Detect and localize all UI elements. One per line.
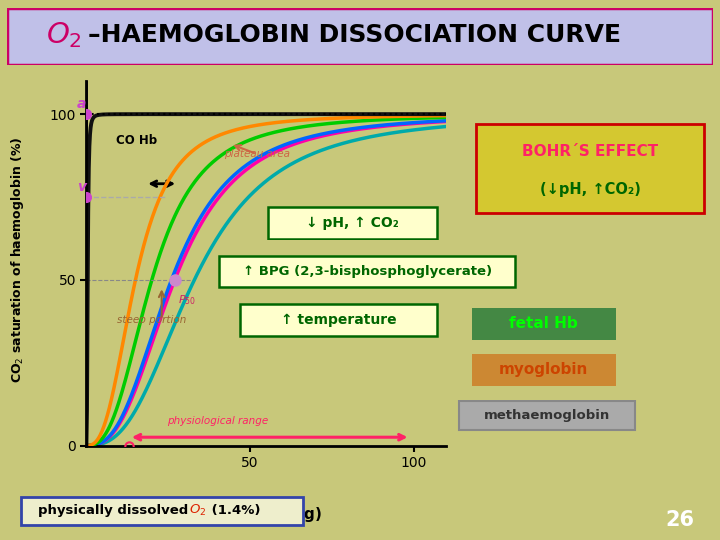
FancyBboxPatch shape xyxy=(459,401,636,430)
Text: steep portion: steep portion xyxy=(117,315,186,325)
Text: $P_{50}$: $P_{50}$ xyxy=(178,293,196,307)
Text: plateau area: plateau area xyxy=(224,149,289,159)
FancyBboxPatch shape xyxy=(472,308,616,340)
Text: (1.4%): (1.4%) xyxy=(207,504,260,517)
FancyBboxPatch shape xyxy=(7,8,713,65)
Text: $\it{O_2}$: $\it{O_2}$ xyxy=(189,503,207,518)
FancyBboxPatch shape xyxy=(240,304,437,336)
Text: CO$_2$ saturation of haemoglobin (%): CO$_2$ saturation of haemoglobin (%) xyxy=(9,136,27,382)
FancyBboxPatch shape xyxy=(21,497,303,525)
Text: BOHR´S EFFECT: BOHR´S EFFECT xyxy=(522,144,659,159)
Text: $\it{O_2}$: $\it{O_2}$ xyxy=(46,21,82,50)
Text: ↑ temperature: ↑ temperature xyxy=(281,313,396,327)
FancyBboxPatch shape xyxy=(268,207,438,239)
Text: physiological range: physiological range xyxy=(167,416,268,426)
Text: methaemoglobin: methaemoglobin xyxy=(484,409,611,422)
Text: (↓pH, ↑CO₂): (↓pH, ↑CO₂) xyxy=(540,182,641,197)
Text: $\it{P_{CO}}$  (mm Hg): $\it{P_{CO}}$ (mm Hg) xyxy=(211,505,322,524)
Text: myoglobin: myoglobin xyxy=(499,362,588,377)
Text: 26: 26 xyxy=(666,510,695,530)
Text: v: v xyxy=(77,180,86,194)
Text: fetal Hb: fetal Hb xyxy=(509,316,578,332)
Text: –HAEMOGLOBIN DISSOCIATION CURVE: –HAEMOGLOBIN DISSOCIATION CURVE xyxy=(89,23,621,48)
Text: physically dissolved: physically dissolved xyxy=(38,504,193,517)
FancyBboxPatch shape xyxy=(477,124,704,213)
Text: a: a xyxy=(77,97,86,111)
FancyBboxPatch shape xyxy=(472,354,616,386)
FancyBboxPatch shape xyxy=(219,255,516,287)
Text: ↓ pH, ↑ CO₂: ↓ pH, ↑ CO₂ xyxy=(307,216,399,229)
Text: ↑ BPG (2,3-bisphosphoglycerate): ↑ BPG (2,3-bisphosphoglycerate) xyxy=(243,265,492,278)
Text: CO Hb: CO Hb xyxy=(116,134,157,147)
